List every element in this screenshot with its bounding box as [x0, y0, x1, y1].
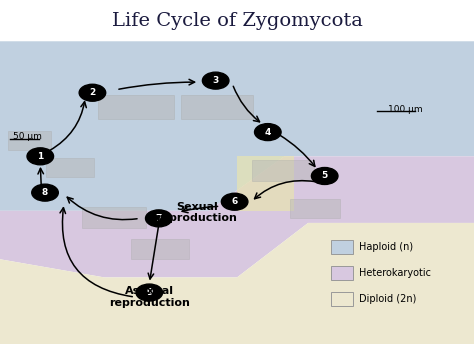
FancyBboxPatch shape: [8, 131, 51, 150]
Text: 50 μm: 50 μm: [13, 132, 42, 141]
Polygon shape: [237, 156, 294, 211]
FancyBboxPatch shape: [290, 199, 340, 218]
FancyBboxPatch shape: [331, 266, 353, 280]
Text: 100 μm: 100 μm: [388, 105, 423, 114]
FancyBboxPatch shape: [82, 207, 146, 228]
Text: 7: 7: [155, 214, 162, 223]
Text: 6: 6: [231, 197, 238, 206]
Text: Haploid (n): Haploid (n): [359, 242, 413, 252]
Circle shape: [255, 123, 281, 141]
FancyBboxPatch shape: [252, 160, 314, 181]
FancyBboxPatch shape: [131, 239, 189, 259]
Polygon shape: [0, 41, 474, 211]
Text: 3: 3: [212, 76, 219, 85]
Text: Diploid (2n): Diploid (2n): [359, 293, 417, 304]
Circle shape: [27, 148, 54, 165]
Text: 1: 1: [37, 152, 44, 161]
Text: 4: 4: [264, 128, 271, 137]
Circle shape: [32, 184, 58, 201]
Text: Life Cycle of Zygomycota: Life Cycle of Zygomycota: [111, 12, 363, 30]
Text: Heterokaryotic: Heterokaryotic: [359, 268, 431, 278]
Circle shape: [79, 84, 106, 101]
FancyBboxPatch shape: [98, 95, 174, 119]
Text: Sexual
reproduction: Sexual reproduction: [156, 202, 237, 223]
FancyBboxPatch shape: [331, 292, 353, 306]
Circle shape: [311, 168, 338, 184]
Circle shape: [202, 72, 229, 89]
Polygon shape: [0, 156, 474, 277]
FancyBboxPatch shape: [331, 240, 353, 255]
FancyBboxPatch shape: [181, 95, 253, 119]
Text: 9: 9: [146, 288, 153, 297]
Text: 5: 5: [321, 172, 328, 181]
Text: 8: 8: [42, 188, 48, 197]
Text: 2: 2: [89, 88, 96, 97]
Circle shape: [136, 284, 163, 301]
Text: Asexual
reproduction: Asexual reproduction: [109, 286, 190, 308]
FancyBboxPatch shape: [46, 159, 94, 177]
Circle shape: [146, 210, 172, 227]
Polygon shape: [0, 223, 474, 344]
Circle shape: [221, 193, 248, 210]
